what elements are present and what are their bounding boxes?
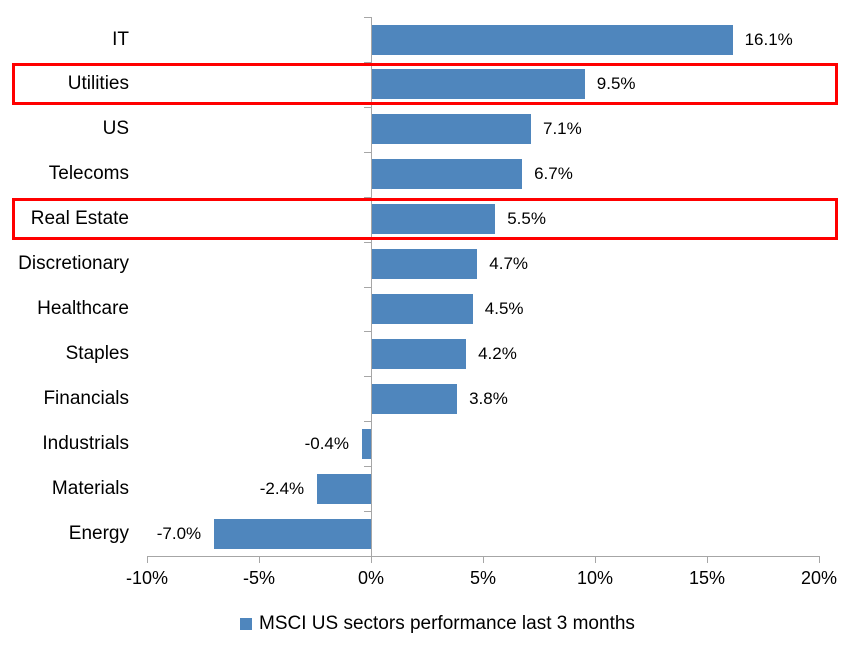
category-axis-tick bbox=[364, 197, 371, 198]
bar-utilities bbox=[372, 69, 585, 100]
value-label-financials: 3.8% bbox=[469, 388, 508, 408]
category-axis-tick bbox=[364, 421, 371, 422]
legend: MSCI US sectors performance last 3 month… bbox=[240, 611, 635, 637]
category-axis-tick bbox=[364, 376, 371, 377]
highlight-box-utilities bbox=[12, 63, 838, 106]
category-label-industrials: Industrials bbox=[42, 432, 129, 454]
category-label-discretionary: Discretionary bbox=[18, 253, 129, 274]
value-axis-tick-label: -5% bbox=[242, 568, 275, 588]
category-axis-tick bbox=[364, 331, 371, 332]
category-label-staples: Staples bbox=[65, 342, 129, 364]
bar-telecoms bbox=[372, 159, 523, 190]
value-label-healthcare: 4.5% bbox=[484, 299, 524, 318]
bar-materials bbox=[317, 473, 371, 504]
category-axis-tick bbox=[364, 466, 371, 467]
value-axis-tick bbox=[595, 556, 596, 563]
value-label-it: 16.1% bbox=[744, 29, 793, 49]
value-label-real-estate: 5.5% bbox=[507, 209, 546, 229]
value-label-materials: -2.4% bbox=[259, 478, 305, 498]
value-axis-tick bbox=[483, 556, 484, 563]
category-label-financials: Financials bbox=[43, 387, 129, 409]
bar-real-estate bbox=[372, 204, 496, 235]
category-axis-tick bbox=[364, 62, 371, 63]
category-label-healthcare: Healthcare bbox=[37, 298, 129, 319]
value-axis-tick-label: 20% bbox=[800, 568, 838, 588]
bar-healthcare bbox=[372, 294, 473, 324]
value-axis-tick bbox=[259, 556, 260, 563]
bar-financials bbox=[372, 383, 458, 414]
category-axis-line bbox=[371, 17, 372, 556]
value-axis-tick bbox=[371, 556, 372, 563]
highlight-box-real-estate bbox=[12, 198, 838, 241]
category-label-it: IT bbox=[112, 28, 129, 50]
value-axis-tick bbox=[147, 556, 148, 563]
category-axis-tick bbox=[364, 152, 371, 153]
category-label-real-estate: Real Estate bbox=[30, 208, 129, 230]
value-label-industrials: -0.4% bbox=[304, 433, 349, 453]
category-label-energy: Energy bbox=[68, 522, 129, 544]
category-label-telecoms: Telecoms bbox=[48, 163, 129, 185]
bar-industrials bbox=[362, 428, 371, 459]
value-axis-tick bbox=[819, 556, 820, 563]
legend-marker-icon bbox=[240, 618, 252, 630]
value-axis-tick-label: -10% bbox=[125, 568, 169, 588]
value-axis-tick-label: 0% bbox=[357, 568, 384, 588]
legend-label: MSCI US sectors performance last 3 month… bbox=[259, 613, 635, 634]
value-axis-tick bbox=[707, 556, 708, 563]
category-label-materials: Materials bbox=[51, 477, 129, 499]
value-axis-tick-label: 5% bbox=[469, 568, 496, 588]
category-label-utilities: Utilities bbox=[67, 73, 129, 95]
bar-us bbox=[372, 114, 531, 145]
value-label-staples: 4.2% bbox=[478, 343, 517, 363]
category-axis-tick bbox=[364, 287, 371, 288]
bar-energy bbox=[214, 518, 371, 549]
value-label-discretionary: 4.7% bbox=[489, 254, 529, 273]
value-label-utilities: 9.5% bbox=[596, 74, 636, 94]
bar-discretionary bbox=[372, 249, 478, 279]
category-axis-tick bbox=[364, 511, 371, 512]
category-axis-tick bbox=[364, 107, 371, 108]
category-axis-tick bbox=[364, 242, 371, 243]
category-axis-tick bbox=[364, 17, 371, 18]
category-label-us: US bbox=[102, 118, 129, 140]
bar-it bbox=[372, 24, 733, 55]
value-label-us: 7.1% bbox=[543, 119, 582, 139]
value-axis-tick-label: 10% bbox=[576, 568, 614, 588]
bar-staples bbox=[372, 338, 467, 369]
value-label-energy: -7.0% bbox=[156, 523, 202, 543]
value-label-telecoms: 6.7% bbox=[534, 164, 573, 184]
value-axis-tick-label: 15% bbox=[688, 568, 726, 588]
